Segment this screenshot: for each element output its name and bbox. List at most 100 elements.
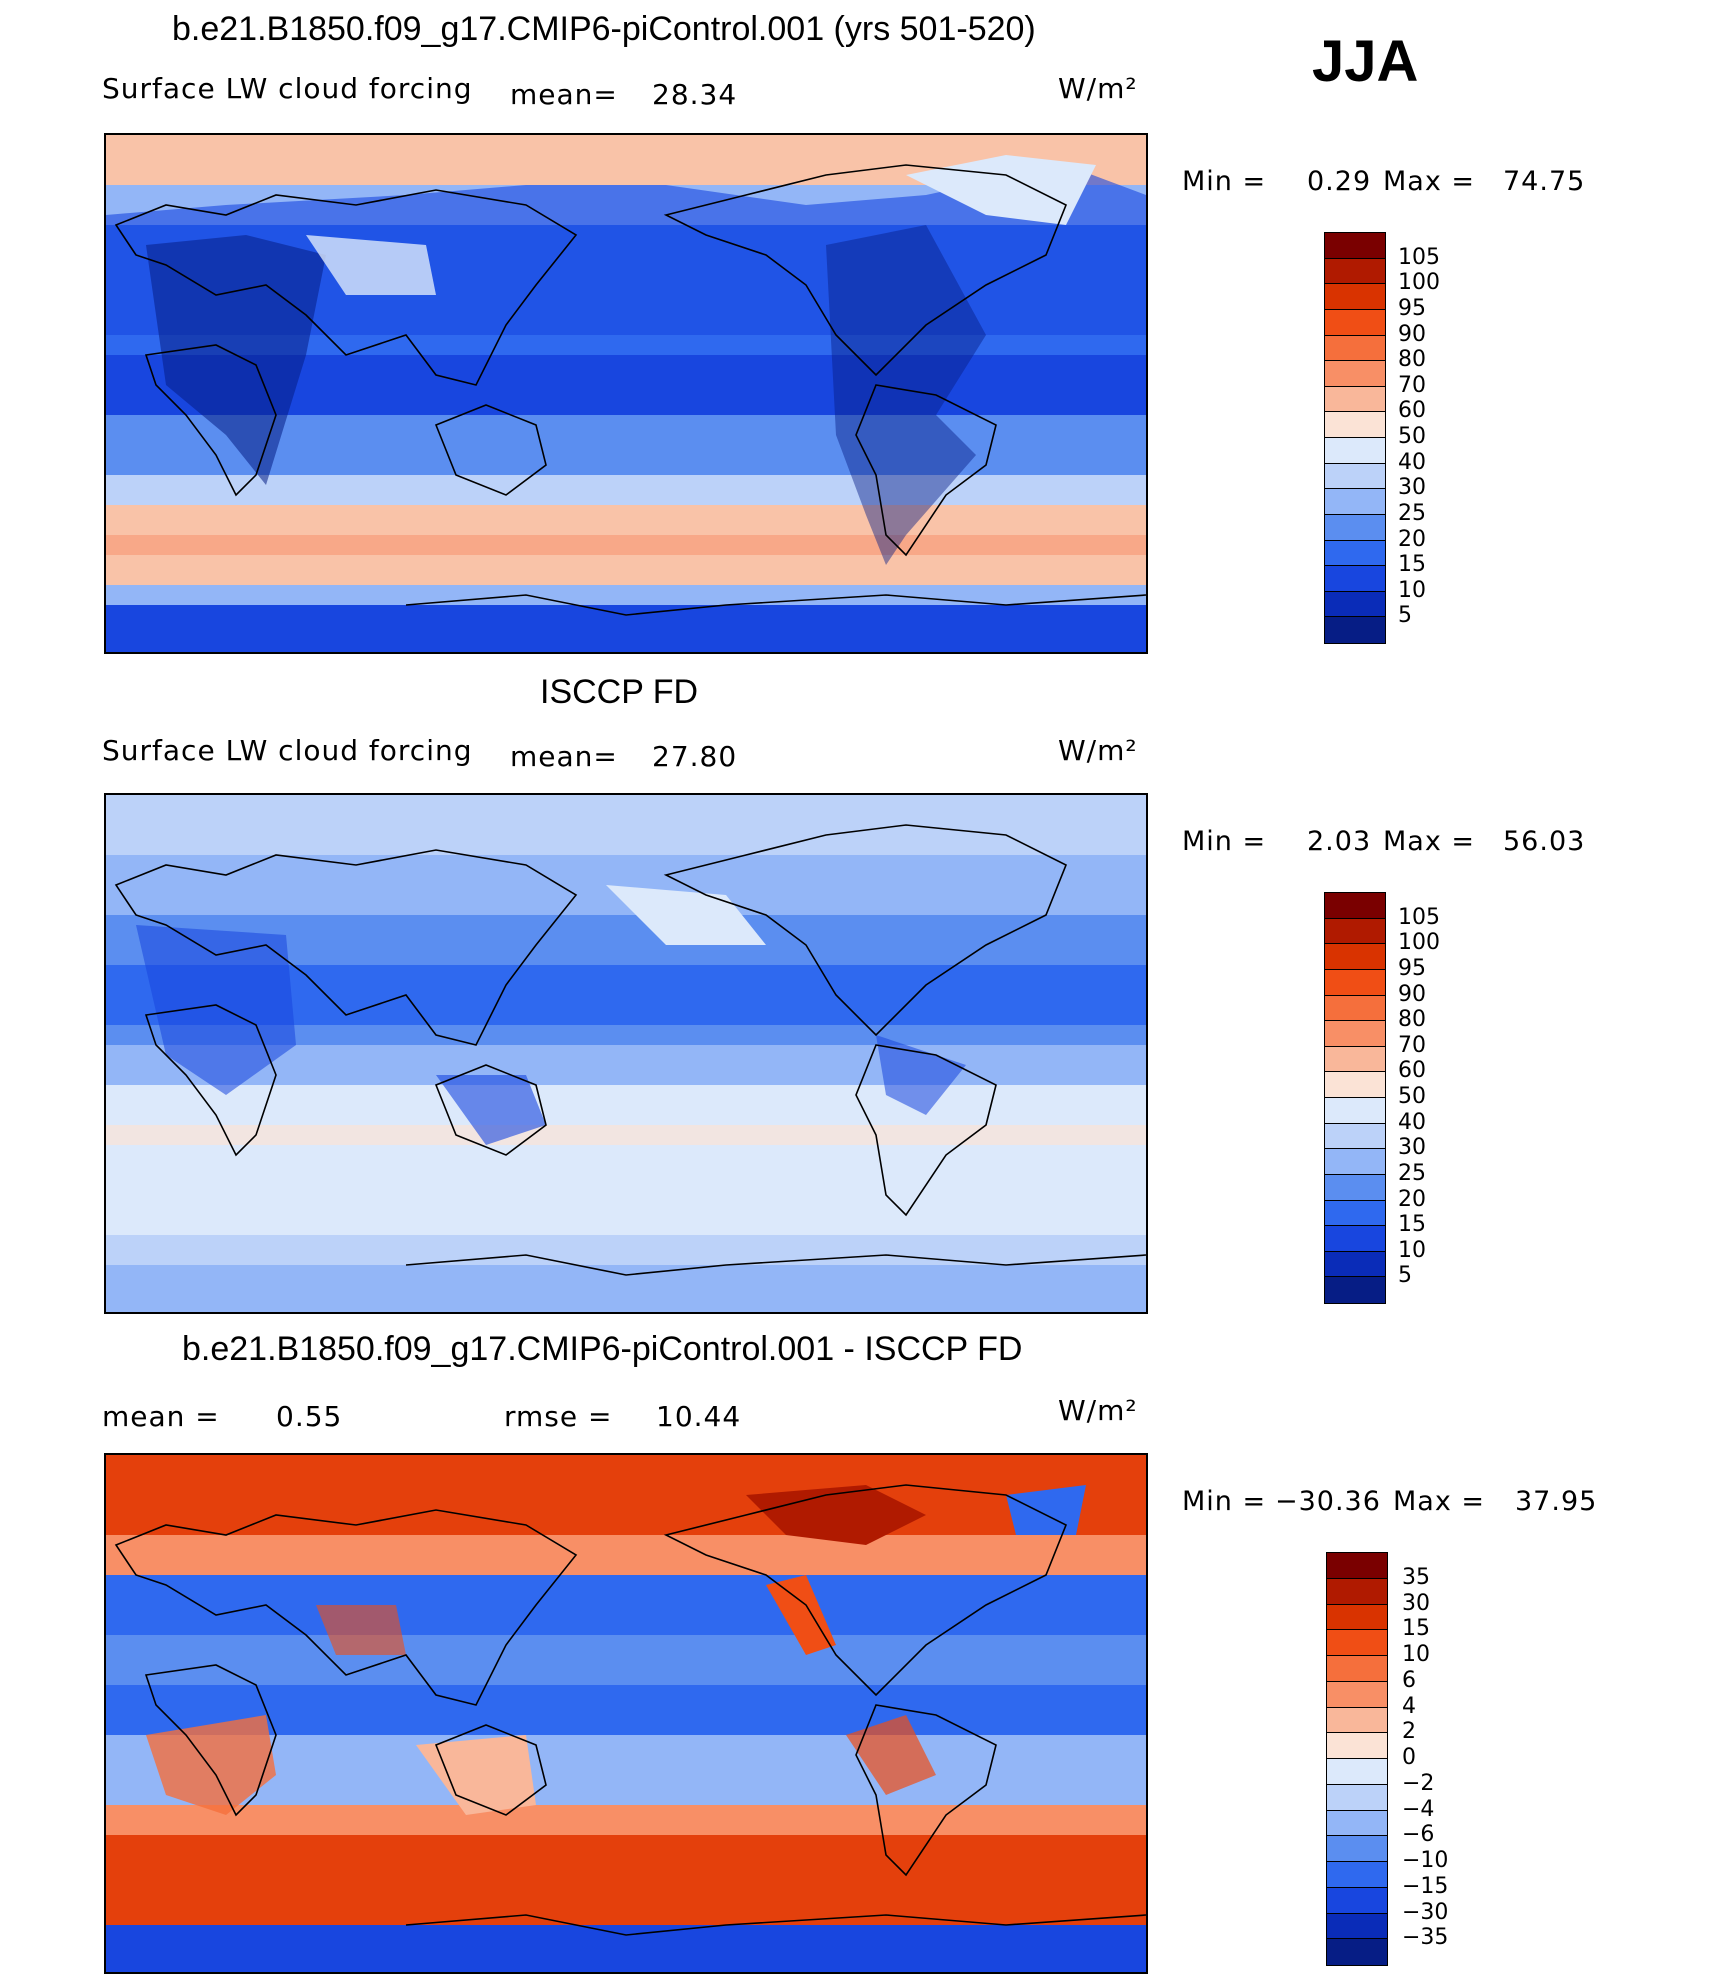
colorbar-segment: [1327, 1733, 1387, 1759]
panel3-colorbar: [1326, 1552, 1388, 1966]
colorbar-segment: [1327, 1939, 1387, 1965]
colorbar-label: 15: [1398, 1212, 1426, 1238]
panel3-mean-label: mean =: [102, 1400, 220, 1433]
panel3-max-label: Max =: [1393, 1486, 1486, 1517]
colorbar-segment: [1325, 1277, 1385, 1303]
panel1-colorbar: [1324, 232, 1386, 644]
colorbar-segment: [1325, 1174, 1385, 1201]
colorbar-segment: [1325, 1226, 1385, 1252]
colorbar-label: 105: [1398, 244, 1440, 270]
colorbar-label: 60: [1398, 1058, 1426, 1084]
colorbar-label: 70: [1398, 1032, 1426, 1058]
colorbar-segment: [1325, 233, 1385, 259]
panel2-map: [104, 793, 1148, 1314]
colorbar-segment: [1325, 995, 1385, 1022]
panel1-map-graphic: [106, 135, 1146, 652]
colorbar-label: −30: [1402, 1899, 1449, 1925]
colorbar-label: 90: [1398, 321, 1426, 347]
panel2-mean-value: 27.80: [652, 740, 738, 773]
colorbar-segment: [1325, 438, 1385, 464]
colorbar-label: 25: [1398, 1160, 1426, 1186]
colorbar-segment: [1327, 1656, 1387, 1682]
colorbar-segment: [1325, 284, 1385, 310]
colorbar-label: 80: [1398, 1007, 1426, 1033]
colorbar-label: 105: [1398, 904, 1440, 930]
panel3-title: b.e21.B1850.f09_g17.CMIP6-piControl.001 …: [182, 1330, 1023, 1368]
colorbar-label: 20: [1398, 526, 1426, 552]
colorbar-label: 5: [1398, 603, 1412, 629]
panel3-max-value: 37.95: [1515, 1486, 1598, 1517]
colorbar-segment: [1327, 1553, 1387, 1579]
colorbar-label: 6: [1402, 1667, 1416, 1693]
panel3-units: W/m²: [1058, 1394, 1138, 1427]
panel1-max-value: 74.75: [1503, 166, 1586, 197]
colorbar-segment: [1325, 1021, 1385, 1047]
colorbar-segment: [1325, 514, 1385, 541]
colorbar-label: 30: [1398, 475, 1426, 501]
panel2-units: W/m²: [1058, 734, 1138, 767]
colorbar-segment: [1327, 1810, 1387, 1837]
colorbar-segment: [1327, 1707, 1387, 1734]
colorbar-label: −35: [1402, 1925, 1449, 1951]
colorbar-label: 30: [1402, 1590, 1430, 1616]
colorbar-label: 4: [1402, 1693, 1416, 1719]
colorbar-label: 10: [1398, 577, 1426, 603]
colorbar-label: 5: [1398, 1263, 1412, 1289]
colorbar-segment: [1325, 412, 1385, 438]
panel1-mean-label: mean=: [510, 78, 618, 111]
colorbar-segment: [1327, 1836, 1387, 1862]
panel3-min-label: Min =: [1182, 1486, 1267, 1517]
colorbar-segment: [1325, 944, 1385, 970]
colorbar-segment: [1327, 1759, 1387, 1785]
panel2-mean-label: mean=: [510, 740, 618, 773]
panel1-map: [104, 133, 1148, 654]
colorbar-segment: [1325, 617, 1385, 643]
colorbar-label: 60: [1398, 398, 1426, 424]
colorbar-label: 90: [1398, 981, 1426, 1007]
panel3-min-value: −30.36: [1275, 1486, 1381, 1517]
panel2-min-value: 2.03: [1307, 826, 1372, 857]
panel1-title: b.e21.B1850.f09_g17.CMIP6-piControl.001 …: [172, 10, 1036, 48]
panel3-rmse-label: rmse =: [504, 1400, 613, 1433]
colorbar-label: 95: [1398, 955, 1426, 981]
colorbar-segment: [1325, 463, 1385, 490]
colorbar-segment: [1327, 1681, 1387, 1708]
colorbar-segment: [1325, 386, 1385, 413]
colorbar-segment: [1325, 1200, 1385, 1227]
panel3-mean-value: 0.55: [276, 1400, 343, 1433]
colorbar-label: 20: [1398, 1186, 1426, 1212]
colorbar-label: −6: [1402, 1822, 1435, 1848]
panel2-max-value: 56.03: [1503, 826, 1586, 857]
colorbar-label: −2: [1402, 1770, 1435, 1796]
colorbar-segment: [1325, 540, 1385, 567]
colorbar-segment: [1325, 566, 1385, 592]
colorbar-label: 100: [1398, 270, 1440, 296]
colorbar-segment: [1325, 489, 1385, 515]
colorbar-segment: [1325, 591, 1385, 618]
panel2-colorbar: [1324, 892, 1386, 1304]
colorbar-segment: [1327, 1887, 1387, 1914]
panel2-map-graphic: [106, 795, 1146, 1312]
colorbar-label: 50: [1398, 424, 1426, 449]
colorbar-segment: [1327, 1913, 1387, 1940]
colorbar-segment: [1327, 1862, 1387, 1888]
panel1-units: W/m²: [1058, 72, 1138, 105]
panel3-map-graphic: [106, 1455, 1146, 1972]
colorbar-segment: [1325, 969, 1385, 996]
colorbar-segment: [1327, 1578, 1387, 1605]
colorbar-label: 10: [1398, 1237, 1426, 1263]
colorbar-segment: [1325, 361, 1385, 387]
panel2-title: ISCCP FD: [540, 673, 699, 711]
colorbar-segment: [1325, 918, 1385, 945]
panel1-min-value: 0.29: [1307, 166, 1372, 197]
colorbar-label: 10: [1402, 1642, 1430, 1667]
colorbar-segment: [1327, 1604, 1387, 1631]
colorbar-label: 80: [1398, 347, 1426, 373]
colorbar-label: 2: [1402, 1719, 1416, 1745]
colorbar-segment: [1325, 1251, 1385, 1278]
colorbar-label: 100: [1398, 930, 1440, 956]
panel2-min-label: Min =: [1182, 826, 1267, 857]
colorbar-segment: [1325, 1046, 1385, 1073]
colorbar-label: 50: [1398, 1084, 1426, 1109]
panel1-mean-value: 28.34: [652, 78, 738, 111]
